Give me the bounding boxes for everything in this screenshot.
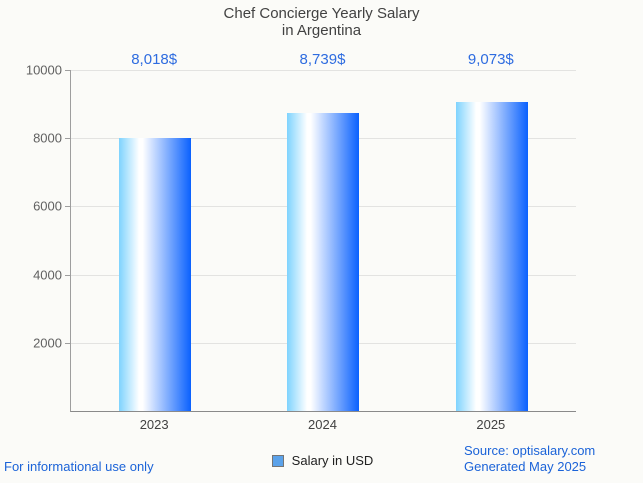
bar-slot bbox=[71, 70, 239, 411]
bar-slot bbox=[408, 70, 576, 411]
legend-marker-square-icon bbox=[271, 454, 284, 467]
bar-slot bbox=[239, 70, 407, 411]
y-axis-label: 4000 bbox=[33, 267, 62, 283]
generated-text: Generated May 2025 bbox=[464, 459, 587, 474]
y-axis-tick bbox=[65, 343, 71, 344]
chart-title: Chef Concierge Yearly Salary in Argentin… bbox=[0, 5, 643, 39]
y-axis-label: 2000 bbox=[33, 335, 62, 351]
chart-title-line1: Chef Concierge Yearly Salary bbox=[223, 5, 420, 22]
bar-2023[interactable] bbox=[119, 137, 192, 411]
source-link[interactable]: Source: optisalary.com bbox=[464, 443, 596, 458]
x-axis-label: 2025 bbox=[476, 417, 506, 432]
value-label: 8,018$ bbox=[131, 51, 178, 68]
y-axis-tick bbox=[65, 275, 71, 276]
disclaimer-text: For informational use only bbox=[4, 459, 154, 474]
legend-label: Salary in USD bbox=[291, 453, 374, 468]
gridline bbox=[71, 70, 576, 71]
y-axis-tick bbox=[65, 206, 71, 207]
value-label: 9,073$ bbox=[467, 51, 514, 68]
y-axis-tick bbox=[65, 70, 71, 71]
bar-2024[interactable] bbox=[287, 113, 360, 411]
source-block: Source: optisalary.com Generated May 202… bbox=[464, 443, 595, 475]
y-axis-label: 8000 bbox=[33, 130, 62, 146]
x-axis-label: 2023 bbox=[139, 417, 169, 432]
y-axis-label: 6000 bbox=[33, 198, 62, 214]
plot-area: 2000 4000 6000 8000 10000 bbox=[26, 63, 576, 412]
x-axis-label: 2024 bbox=[308, 417, 337, 432]
x-axis-labels-row: 2023 2024 2025 bbox=[70, 417, 575, 432]
value-labels-row: 8,018$ 8,739$ 9,073$ bbox=[70, 51, 575, 69]
bar-2025[interactable] bbox=[455, 101, 528, 411]
legend: Salary in USD bbox=[70, 453, 575, 468]
chart-title-line2: in Argentina bbox=[281, 22, 362, 39]
value-label: 8,739$ bbox=[299, 51, 346, 68]
y-axis-label: 10000 bbox=[25, 62, 62, 78]
y-axis-tick bbox=[65, 138, 71, 139]
bars-row bbox=[71, 70, 576, 411]
